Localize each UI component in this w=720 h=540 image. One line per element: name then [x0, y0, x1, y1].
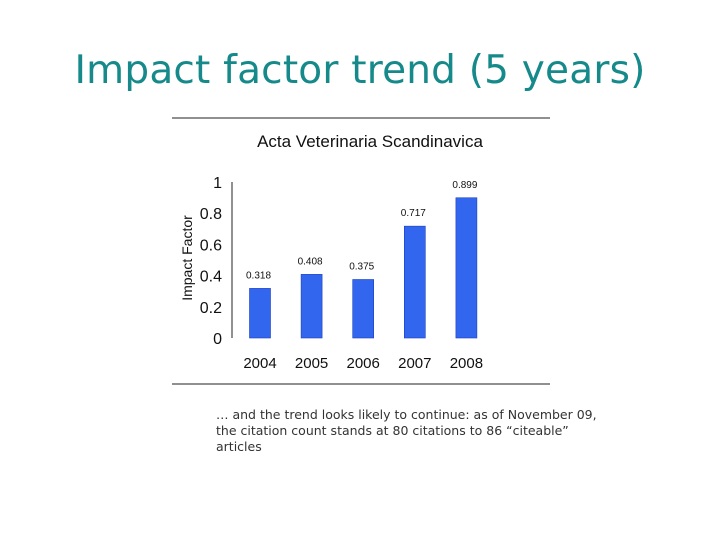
chart-title: Acta Veterinaria Scandinavica — [257, 132, 483, 151]
bar-2005 — [300, 274, 323, 339]
y-tick-label: 0.8 — [200, 206, 222, 223]
x-tick-label: 2007 — [398, 355, 431, 372]
bar-2008 — [455, 197, 478, 339]
x-tick-label: 2004 — [243, 355, 276, 372]
bar-value-label: 0.408 — [298, 256, 323, 267]
bar-value-label: 0.375 — [349, 262, 374, 273]
x-tick-label: 2006 — [347, 355, 380, 372]
slide-title: Impact factor trend (5 years) — [74, 48, 646, 93]
bar-2007 — [404, 225, 426, 339]
x-tick-label: 2008 — [450, 355, 483, 372]
y-axis-label: Impact Factor — [179, 215, 195, 301]
bar-value-label: 0.899 — [452, 180, 477, 191]
y-tick-label: 0.4 — [200, 269, 222, 286]
bar-value-label: 0.717 — [401, 208, 426, 219]
x-tick-label: 2005 — [295, 355, 328, 372]
y-tick-label: 0.6 — [200, 237, 222, 254]
bar-2004 — [249, 288, 271, 339]
y-tick-label: 0.2 — [200, 300, 222, 317]
impact-factor-chart: Acta Veterinaria Scandinavica Impact Fac… — [172, 117, 550, 385]
y-tick-label: 0 — [213, 331, 222, 348]
slide-caption: … and the trend looks likely to continue… — [216, 407, 597, 454]
y-tick-label: 1 — [213, 175, 222, 192]
bar-2006 — [352, 279, 374, 339]
bar-value-label: 0.318 — [246, 270, 271, 281]
